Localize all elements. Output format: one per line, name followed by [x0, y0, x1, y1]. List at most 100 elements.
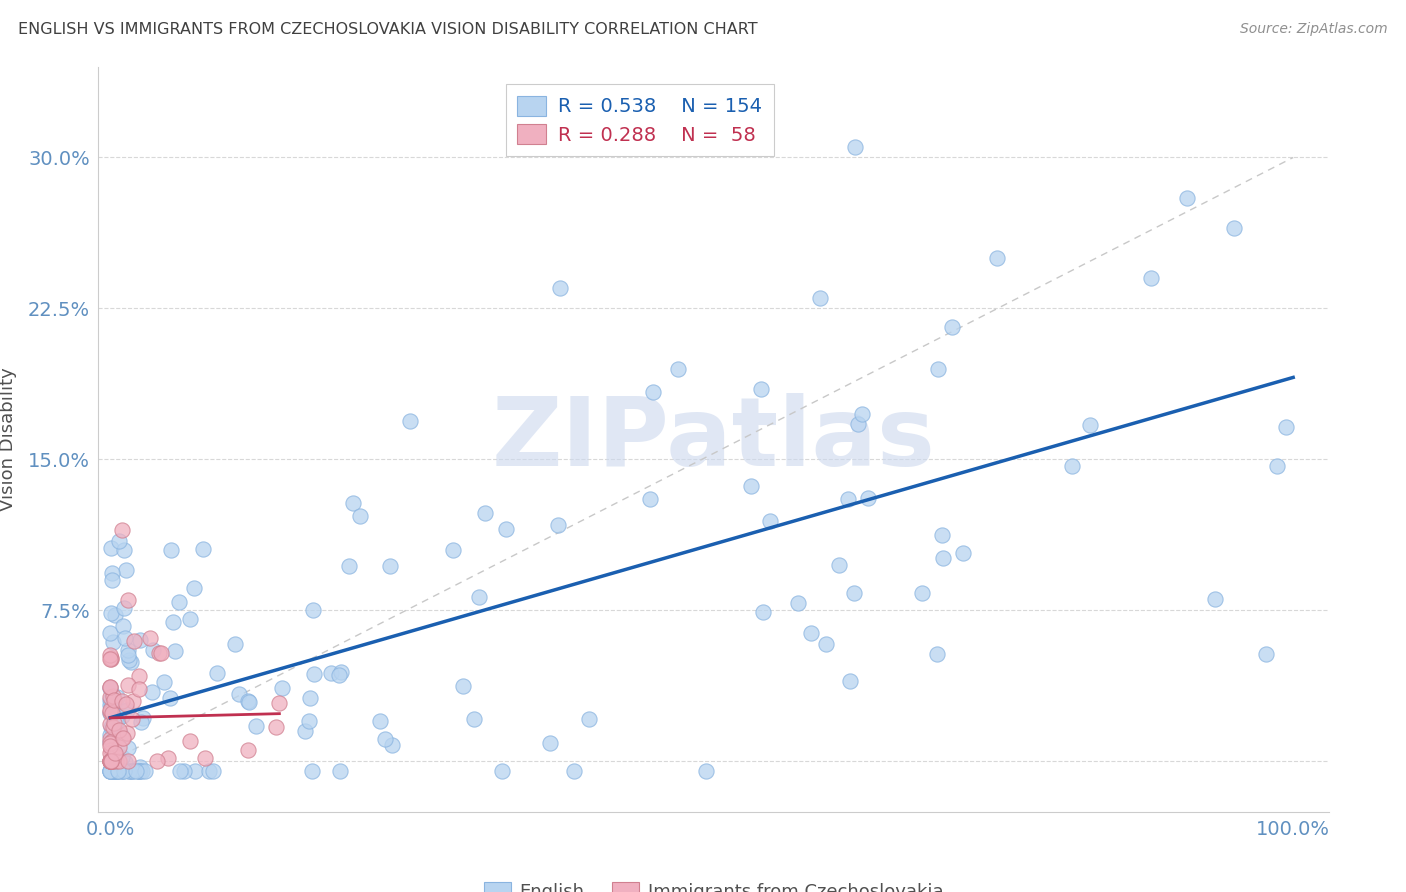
Point	[98, 692, 121, 706]
Point	[111, 694, 134, 708]
Point	[100, 698, 122, 713]
Point	[342, 496, 364, 510]
Point	[224, 637, 246, 651]
Point	[349, 509, 371, 524]
Point	[828, 558, 851, 573]
Point	[100, 721, 122, 735]
Point	[115, 726, 138, 740]
Point	[98, 739, 121, 754]
Point	[238, 743, 260, 757]
Point	[441, 542, 464, 557]
Point	[467, 590, 489, 604]
Point	[104, 764, 127, 779]
Point	[120, 764, 142, 779]
Point	[100, 755, 122, 769]
Point	[122, 693, 145, 707]
Point	[100, 743, 122, 757]
Point	[856, 491, 879, 505]
Point	[103, 713, 125, 727]
Y-axis label: Vision Disability: Vision Disability	[0, 368, 17, 511]
Point	[104, 746, 127, 760]
Point	[122, 633, 145, 648]
Point	[117, 740, 139, 755]
Point	[100, 759, 122, 773]
Point	[103, 715, 125, 730]
Point	[339, 559, 361, 574]
Point	[1223, 221, 1246, 235]
Text: ENGLISH VS IMMIGRANTS FROM CZECHOSLOVAKIA VISION DISABILITY CORRELATION CHART: ENGLISH VS IMMIGRANTS FROM CZECHOSLOVAKI…	[18, 22, 758, 37]
Point	[319, 665, 342, 680]
Point	[101, 635, 124, 649]
Point	[749, 382, 772, 396]
Point	[1175, 191, 1198, 205]
Point	[101, 574, 124, 588]
Point	[100, 764, 122, 779]
Point	[121, 712, 143, 726]
Point	[101, 689, 124, 703]
Point	[105, 764, 128, 779]
Point	[98, 764, 121, 779]
Point	[159, 691, 181, 706]
Point	[150, 646, 173, 660]
Point	[112, 764, 135, 779]
Point	[98, 755, 121, 769]
Text: Source: ZipAtlas.com: Source: ZipAtlas.com	[1240, 22, 1388, 37]
Point	[111, 764, 134, 779]
Point	[381, 738, 404, 752]
Point	[453, 679, 475, 693]
Point	[118, 764, 141, 779]
Point	[368, 714, 391, 728]
Point	[112, 731, 135, 745]
Point	[105, 690, 128, 705]
Point	[107, 755, 129, 769]
Point	[111, 764, 134, 779]
Point	[98, 681, 121, 695]
Point	[329, 764, 352, 779]
Text: ZIPatlas: ZIPatlas	[492, 392, 935, 486]
Point	[101, 719, 124, 733]
Point	[800, 626, 823, 640]
Point	[103, 693, 125, 707]
Point	[105, 764, 128, 779]
Point	[100, 736, 122, 750]
Point	[128, 759, 150, 773]
Point	[238, 695, 260, 709]
Point	[117, 642, 139, 657]
Point	[98, 755, 121, 769]
Point	[474, 506, 496, 520]
Point	[100, 680, 122, 694]
Point	[952, 546, 974, 560]
Point	[111, 708, 134, 723]
Point	[228, 687, 250, 701]
Point	[294, 724, 316, 739]
Point	[814, 637, 837, 651]
Point	[1078, 417, 1101, 432]
Point	[842, 586, 865, 600]
Point	[179, 734, 201, 748]
Point	[105, 764, 128, 779]
Point	[146, 755, 169, 769]
Point	[179, 612, 201, 626]
Point	[236, 694, 259, 708]
Point	[115, 698, 138, 712]
Point	[98, 716, 121, 731]
Point	[328, 668, 350, 682]
Point	[159, 542, 181, 557]
Point	[98, 755, 121, 769]
Point	[101, 764, 124, 779]
Point	[117, 593, 139, 607]
Point	[100, 541, 122, 555]
Point	[134, 764, 156, 779]
Point	[129, 633, 152, 648]
Point	[911, 586, 934, 600]
Point	[100, 706, 122, 720]
Point	[101, 755, 124, 769]
Point	[105, 755, 128, 769]
Point	[98, 690, 121, 705]
Point	[125, 764, 148, 779]
Point	[118, 764, 141, 779]
Point	[298, 691, 321, 706]
Point	[107, 739, 129, 754]
Point	[112, 619, 135, 633]
Point	[100, 651, 122, 665]
